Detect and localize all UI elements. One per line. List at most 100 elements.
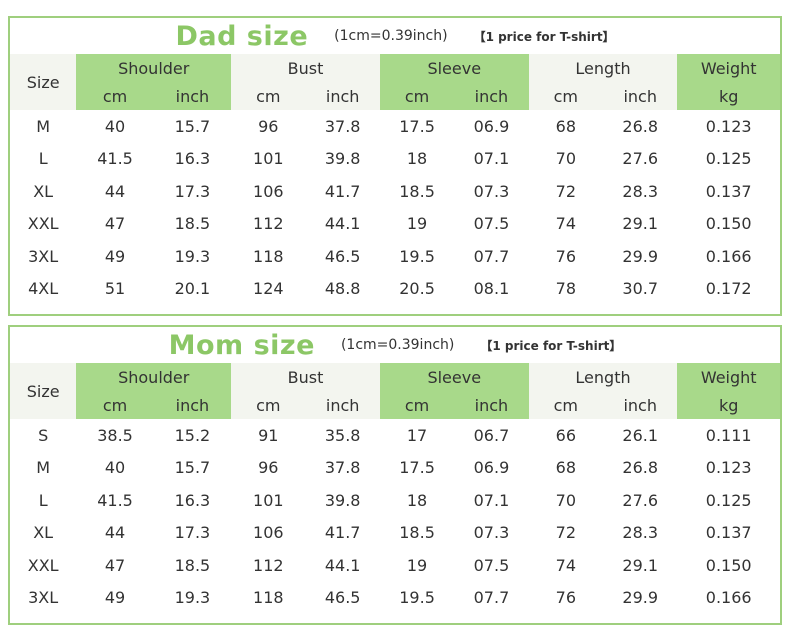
dad-size-table: Size Shoulder Bust Sleeve Length Weight … <box>10 54 780 305</box>
bust-header: Bust <box>231 54 380 82</box>
size-cell: L <box>38 149 48 169</box>
shoulder-header: Shoulder <box>76 363 232 391</box>
bust-inch-cell: 35.8 <box>324 425 361 445</box>
length-inch-cell: 28.3 <box>622 181 659 201</box>
length-cm-cell: 76 <box>555 246 576 266</box>
table-row: 4XL 51 20.1 124 48.8 20.5 08.1 78 30.7 0.172 <box>10 273 780 306</box>
bust-inch-cell: 37.8 <box>324 116 361 136</box>
bust-cm-cell: 118 <box>253 588 284 608</box>
weight-kg-cell: 0.125 <box>705 490 752 510</box>
weight-header: Weight <box>677 363 780 391</box>
bust-cm-cell: 112 <box>253 214 284 234</box>
table-row: XL 44 17.3 106 41.7 18.5 07.3 72 28.3 0.137 <box>10 517 780 550</box>
shoulder-inch-cell: 18.5 <box>174 214 211 234</box>
sleeve-cm-cell: 18 <box>406 149 428 169</box>
sleeve-inch-cell: 07.7 <box>473 246 510 266</box>
length-cm-cell: 70 <box>555 490 576 510</box>
dad-title-row: Dad size (1cm=0.39inch) 【1 price for T-s… <box>10 18 780 54</box>
bust-cm-cell: 91 <box>258 425 279 445</box>
sleeve-cm-cell: 19.5 <box>399 588 435 608</box>
shoulder-cm-cell: 44 <box>104 181 126 201</box>
length-inch-cell: 30.7 <box>622 279 659 299</box>
length-cm-cell: 68 <box>555 116 576 136</box>
unit-cell: inch <box>603 391 678 419</box>
length-inch-cell: 29.9 <box>622 246 659 266</box>
shoulder-cm-cell: 49 <box>104 588 126 608</box>
shoulder-inch-cell: 18.5 <box>174 555 211 575</box>
sleeve-header: Sleeve <box>379 363 529 391</box>
shoulder-cm-cell: 51 <box>104 279 126 299</box>
bust-inch-cell: 44.1 <box>324 555 361 575</box>
length-cm-cell: 74 <box>555 555 576 575</box>
length-cm-cell: 74 <box>555 214 576 234</box>
sleeve-inch-cell: 08.1 <box>473 279 510 299</box>
shoulder-inch-cell: 19.3 <box>174 246 211 266</box>
mom-conversion-note: (1cm=0.39inch) <box>340 337 455 353</box>
bust-cm-cell: 124 <box>253 279 284 299</box>
sleeve-cm-cell: 20.5 <box>399 279 435 299</box>
length-inch-cell: 26.8 <box>622 116 659 136</box>
mom-size-table: Size Shoulder Bust Sleeve Length Weight … <box>10 363 780 614</box>
sleeve-cm-cell: 19 <box>406 555 428 575</box>
bust-cm-cell: 118 <box>253 246 284 266</box>
dad-size-panel: Dad size (1cm=0.39inch) 【1 price for T-s… <box>8 16 782 316</box>
shoulder-inch-cell: 15.2 <box>174 425 211 445</box>
length-cm-cell: 76 <box>555 588 576 608</box>
mom-unit-row: cm inch cm inch cm inch cm inch kg <box>10 391 780 419</box>
dad-conversion-note: (1cm=0.39inch) <box>334 28 448 44</box>
weight-header: Weight <box>677 54 780 82</box>
size-cell: XL <box>33 181 54 201</box>
mom-header-row: Size Shoulder Bust Sleeve Length Weight <box>10 363 780 419</box>
bust-header: Bust <box>231 363 380 391</box>
sleeve-header: Sleeve <box>379 54 529 82</box>
shoulder-cm-cell: 49 <box>104 246 126 266</box>
shoulder-cm-cell: 47 <box>104 214 126 234</box>
sleeve-cm-cell: 18 <box>406 490 428 510</box>
table-row: M 40 15.7 96 37.8 17.5 06.9 68 26.8 0.123 <box>10 110 780 143</box>
sleeve-inch-cell: 07.1 <box>473 490 510 510</box>
shoulder-inch-cell: 16.3 <box>174 490 211 510</box>
shoulder-cm-cell: 40 <box>104 116 126 136</box>
sleeve-cm-cell: 19 <box>406 214 428 234</box>
bust-cm-cell: 106 <box>253 181 284 201</box>
length-inch-cell: 29.1 <box>622 555 659 575</box>
unit-cell: kg <box>677 391 780 419</box>
unit-cell: inch <box>603 82 678 110</box>
length-cm-cell: 78 <box>555 279 576 299</box>
sleeve-inch-cell: 06.9 <box>473 458 510 478</box>
sleeve-inch-cell: 06.7 <box>473 425 510 445</box>
shoulder-inch-cell: 16.3 <box>174 149 211 169</box>
bust-inch-cell: 39.8 <box>324 149 361 169</box>
length-cm-cell: 66 <box>555 425 576 445</box>
table-row: S 38.5 15.2 91 35.8 17 06.7 66 26.1 0.111 <box>10 419 780 452</box>
size-cell: 4XL <box>28 279 59 299</box>
length-cm-cell: 68 <box>555 458 576 478</box>
unit-cell: kg <box>677 82 780 110</box>
size-header: Size <box>10 54 77 110</box>
length-cm-cell: 72 <box>555 523 576 543</box>
shoulder-cm-cell: 47 <box>104 555 126 575</box>
shoulder-inch-cell: 19.3 <box>174 588 211 608</box>
mom-title-row: Mom size (1cm=0.39inch) 【1 price for T-s… <box>10 327 780 363</box>
length-inch-cell: 26.1 <box>622 425 659 445</box>
mom-size-title: Mom size <box>168 329 315 361</box>
unit-cell: inch <box>305 391 380 419</box>
shoulder-cm-cell: 41.5 <box>97 490 133 510</box>
size-cell: XL <box>33 523 54 543</box>
table-row: XL 44 17.3 106 41.7 18.5 07.3 72 28.3 0.137 <box>10 175 780 208</box>
bust-inch-cell: 46.5 <box>324 588 361 608</box>
sleeve-cm-cell: 17 <box>406 425 428 445</box>
sleeve-inch-cell: 06.9 <box>473 116 510 136</box>
shoulder-inch-cell: 20.1 <box>174 279 211 299</box>
unit-cell: cm <box>528 391 604 419</box>
weight-kg-cell: 0.172 <box>705 279 752 299</box>
unit-cell: inch <box>305 82 380 110</box>
unit-cell: cm <box>379 82 455 110</box>
unit-cell: cm <box>76 391 154 419</box>
shoulder-inch-cell: 17.3 <box>174 181 211 201</box>
sleeve-inch-cell: 07.5 <box>473 214 510 234</box>
size-cell: 3XL <box>28 588 59 608</box>
length-inch-cell: 28.3 <box>622 523 659 543</box>
sleeve-inch-cell: 07.3 <box>473 181 510 201</box>
bust-cm-cell: 112 <box>253 555 284 575</box>
